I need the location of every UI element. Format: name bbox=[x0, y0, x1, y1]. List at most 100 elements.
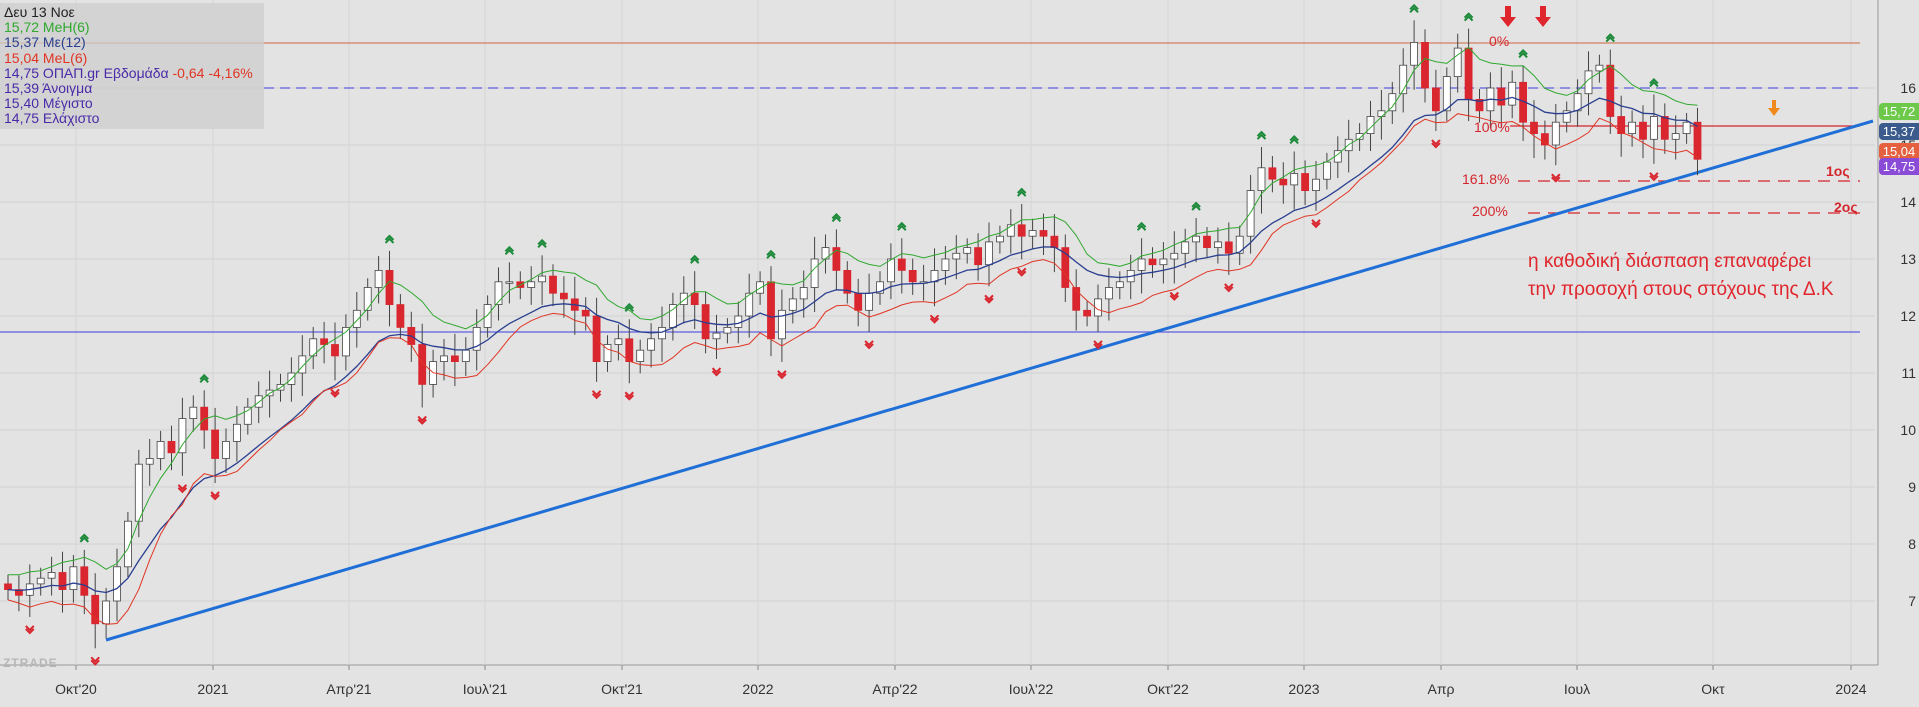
candle-down bbox=[1475, 99, 1484, 112]
candle-up bbox=[1192, 235, 1200, 243]
price-label-last: 14,75 bbox=[1879, 158, 1919, 175]
candle-up bbox=[36, 577, 45, 585]
candle-up bbox=[1246, 190, 1255, 237]
chart-annotation: η καθοδική διάσπαση επαναφέρει την προσο… bbox=[1528, 248, 1834, 304]
pivot-high-arrow bbox=[766, 249, 776, 259]
candle-down bbox=[1224, 241, 1233, 254]
candle-up bbox=[810, 258, 819, 288]
candle-down bbox=[1072, 287, 1081, 311]
y-tick-label: 13 bbox=[1900, 251, 1916, 267]
info-ema-mid: 15,37 Με(12) bbox=[4, 34, 86, 51]
candle-up bbox=[113, 566, 121, 602]
pivot-high-arrow bbox=[1016, 187, 1027, 197]
pivot-low-arrow bbox=[1224, 283, 1234, 293]
moving-averages bbox=[7, 46, 1698, 625]
candle-down bbox=[1203, 235, 1211, 248]
pivot-low-arrow bbox=[1169, 291, 1180, 301]
sell-signal-arrow bbox=[1500, 6, 1516, 27]
candle-down bbox=[1639, 121, 1647, 140]
pivot-high-arrow bbox=[537, 238, 547, 249]
candle-down bbox=[560, 292, 568, 300]
y-tick-label: 9 bbox=[1908, 479, 1916, 495]
candle-up bbox=[298, 355, 307, 374]
x-tick-label: 2024 bbox=[1835, 681, 1867, 697]
pivot-low-arrow bbox=[1551, 173, 1561, 183]
candle-down bbox=[592, 315, 601, 362]
pivot-low-arrow bbox=[177, 484, 188, 494]
candle-down bbox=[167, 440, 176, 454]
info-high: 15,40 Μέγιστο bbox=[4, 95, 93, 112]
candle-up bbox=[636, 349, 645, 363]
candle-up bbox=[996, 235, 1004, 243]
pivot-high-arrow bbox=[1191, 201, 1201, 211]
candle-up bbox=[134, 463, 143, 522]
overlay-lines bbox=[0, 42, 1874, 642]
ema-low-line bbox=[7, 113, 1698, 625]
pivot-low-arrow bbox=[624, 391, 635, 401]
pivot-low-arrow bbox=[1016, 267, 1027, 277]
pivot-high-arrow bbox=[199, 373, 209, 383]
price-label-ema-low: 15,04 bbox=[1879, 143, 1919, 160]
candle-up bbox=[156, 440, 165, 459]
candle-up bbox=[461, 349, 470, 363]
candle-up bbox=[1377, 110, 1386, 117]
candle-up bbox=[102, 600, 110, 625]
candle-up bbox=[1562, 110, 1571, 123]
candle-up bbox=[440, 355, 448, 362]
pivot-low-arrow bbox=[25, 625, 35, 635]
candle-up bbox=[963, 247, 972, 254]
candle-down bbox=[690, 292, 699, 306]
pivot-low-arrow bbox=[777, 370, 787, 380]
candle-up bbox=[472, 326, 481, 351]
candle-up bbox=[1442, 76, 1451, 112]
candle-up bbox=[745, 292, 754, 317]
candle-up bbox=[1170, 252, 1179, 260]
candle-down bbox=[1617, 116, 1626, 135]
candle-down bbox=[320, 338, 329, 345]
x-tick-label: 2021 bbox=[197, 681, 229, 697]
candle-up bbox=[788, 298, 797, 311]
pivot-high-arrow bbox=[897, 221, 907, 231]
candle-up bbox=[1235, 235, 1244, 254]
pivot-low-arrow bbox=[330, 388, 340, 398]
pivot-low-arrow bbox=[1311, 219, 1321, 229]
x-tick-label: Ιουλ'21 bbox=[462, 681, 508, 697]
candle-up bbox=[952, 252, 961, 260]
candle-up bbox=[1453, 47, 1462, 77]
pivot-low-arrow bbox=[864, 340, 874, 350]
candle-up bbox=[243, 406, 252, 425]
candle-up bbox=[887, 258, 895, 283]
candle-down bbox=[1039, 230, 1048, 237]
candle-up bbox=[254, 395, 263, 408]
x-tick-label: Οκτ bbox=[1701, 681, 1725, 697]
candle-up bbox=[1257, 167, 1266, 192]
candle-up bbox=[178, 418, 187, 454]
candle-up bbox=[1595, 64, 1604, 72]
fib-label-100: 100% bbox=[1474, 119, 1510, 135]
candle-down bbox=[549, 275, 557, 294]
info-date: Δευ 13 Νοε bbox=[4, 4, 75, 20]
candle-down bbox=[974, 247, 982, 266]
candle-up bbox=[778, 309, 786, 340]
candle-up bbox=[1028, 230, 1037, 237]
pivot-low-arrow bbox=[591, 390, 602, 400]
candle-down bbox=[854, 292, 863, 311]
candle-down bbox=[58, 572, 67, 591]
y-tick-label: 8 bbox=[1908, 536, 1916, 552]
candle-up bbox=[1650, 116, 1658, 140]
candle-up bbox=[1159, 258, 1168, 266]
candle-down bbox=[14, 589, 23, 596]
candle-down bbox=[1268, 167, 1277, 180]
price-label-ema-high: 15,72 bbox=[1879, 103, 1919, 120]
candle-up bbox=[658, 326, 666, 340]
candle-up bbox=[712, 332, 721, 340]
candle-up bbox=[1105, 287, 1113, 300]
candle-up bbox=[723, 326, 732, 334]
candle-up bbox=[1355, 133, 1364, 140]
info-last-prefix: 14,75 ΟΠΑΠ.gr Εβδομάδα bbox=[4, 64, 173, 81]
candle-up bbox=[941, 258, 950, 271]
candle-down bbox=[897, 258, 906, 271]
candle-down bbox=[1660, 116, 1669, 140]
candle-up bbox=[614, 338, 623, 345]
